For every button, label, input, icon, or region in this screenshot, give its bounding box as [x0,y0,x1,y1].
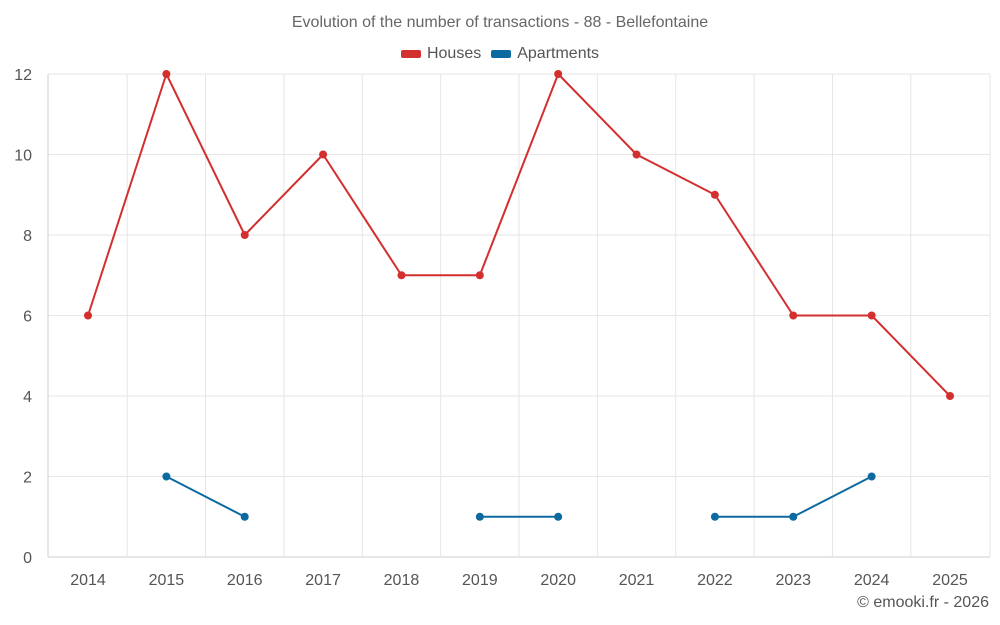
data-point-apartments-2024 [867,472,876,481]
legend-swatch-apartments [491,50,512,58]
series-line-apartments [792,475,873,518]
data-point-houses-2018 [397,271,406,280]
credit-text: © emooki.fr - 2026 [857,594,989,611]
x-tick-label: 2014 [70,572,106,589]
data-point-houses-2021 [632,150,641,159]
series-line-houses [870,314,951,397]
series-line-houses [713,193,795,317]
data-point-apartments-2020 [554,512,563,521]
legend-label-apartments: Apartments [517,45,600,62]
series-line-houses [165,73,246,236]
legend-label-houses: Houses [426,45,482,62]
y-tick-label: 0 [23,550,32,567]
data-point-apartments-2015 [162,472,171,481]
data-point-houses-2025 [946,392,954,400]
data-point-houses-2023 [789,311,798,320]
data-point-houses-2024 [867,311,876,320]
data-point-houses-2022 [710,190,719,199]
legend-item-apartments[interactable]: Apartments [491,45,599,63]
data-point-houses-2015 [162,70,171,78]
y-tick-label: 6 [23,309,32,326]
x-tick-label: 2018 [384,572,420,589]
chart-title: Evolution of the number of transactions … [291,14,709,31]
series-line-apartments [165,475,246,518]
legend-swatch-houses [400,50,421,58]
x-tick-label: 2019 [462,572,498,589]
series-line-houses [87,73,168,317]
y-tick-label: 12 [14,67,32,84]
data-point-houses-2014 [84,311,92,320]
data-point-houses-2020 [554,70,563,78]
x-tick-label: 2025 [932,572,968,589]
series-line-houses [322,153,403,277]
y-tick-label: 10 [14,148,32,165]
y-tick-label: 4 [23,389,32,406]
series-line-houses [557,73,638,156]
data-point-houses-2017 [319,150,328,159]
x-tick-label: 2022 [697,572,733,589]
x-tick-label: 2023 [775,572,811,589]
series-line-houses [243,153,325,236]
x-tick-label: 2020 [540,572,576,589]
data-point-apartments-2022 [710,512,719,521]
legend: Houses Apartments [0,45,1000,63]
x-tick-label: 2021 [619,572,655,589]
x-tick-label: 2016 [227,572,263,589]
y-tick-label: 2 [23,470,32,487]
series-line-houses [478,73,560,277]
legend-item-houses[interactable]: Houses [400,45,482,63]
x-tick-label: 2017 [305,572,341,589]
x-tick-label: 2024 [854,572,890,589]
x-tick-label: 2015 [149,572,185,589]
series-line-houses [635,153,716,196]
data-point-houses-2019 [475,271,484,280]
data-point-apartments-2016 [240,512,249,521]
data-point-apartments-2019 [475,512,484,521]
y-tick-label: 8 [23,228,32,245]
data-point-apartments-2023 [789,512,798,521]
data-point-houses-2016 [240,231,249,239]
